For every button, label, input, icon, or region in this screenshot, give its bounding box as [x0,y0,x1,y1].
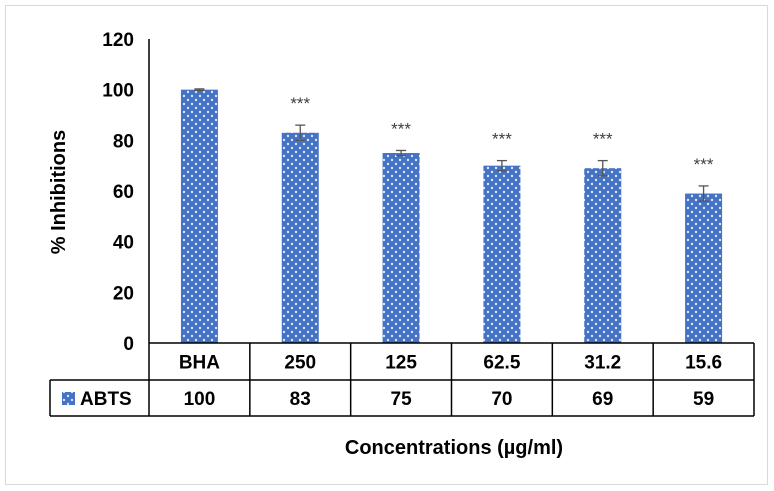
table-value: 100 [184,389,216,410]
y-tick-label: 40 [113,233,134,254]
bars-layer [180,89,723,344]
y-tick-label: 20 [113,283,134,304]
bar-chart: 0 20 40 60 80 100 120 *** *** *** *** *** BHA 250 12… [48,30,755,459]
bar-BHA [180,89,218,344]
significance-label: *** [492,130,512,149]
bar-125 [382,153,420,343]
y-tick-label: 60 [113,182,134,203]
significance-label: *** [290,94,310,113]
x-tick-label: 15.6 [685,353,722,374]
legend-label-abts: ABTS [80,389,132,410]
x-tick-label: 250 [284,353,316,374]
x-axis-label: Concentrations (µg/ml) [345,437,563,459]
bar-15.6 [685,193,723,343]
y-tick-label: 80 [113,131,134,152]
x-tick-label: BHA [179,353,220,374]
legend-swatch-abts [62,392,75,405]
x-tick-label: 31.2 [584,353,621,374]
bar-250 [281,132,319,343]
data-table: BHA 250 125 62.5 31.2 15.6 100 83 75 70 69 59 ABTS [49,342,755,417]
table-value: 69 [592,389,613,410]
significance-label: *** [694,155,714,174]
y-tick-label: 120 [102,30,134,51]
chart-frame: 0 20 40 60 80 100 120 *** *** *** *** *** BHA 250 12… [5,5,768,485]
x-tick-label: 62.5 [483,353,520,374]
y-axis-ticks: 0 20 40 60 80 100 120 [102,30,150,355]
significance-label: *** [391,119,411,138]
y-axis-label: % Inhibitions [48,130,70,254]
annotations-layer: *** *** *** *** *** [290,94,714,174]
bar-31.2 [584,168,622,343]
bar-62.5 [483,165,521,343]
table-value: 83 [290,389,311,410]
table-value: 75 [391,389,413,410]
significance-label: *** [593,130,613,149]
y-tick-label: 100 [102,81,134,102]
error-bars-layer [194,88,709,202]
table-value: 70 [491,389,512,410]
y-tick-label: 0 [123,334,134,355]
table-value: 59 [693,389,714,410]
x-tick-label: 125 [385,353,417,374]
